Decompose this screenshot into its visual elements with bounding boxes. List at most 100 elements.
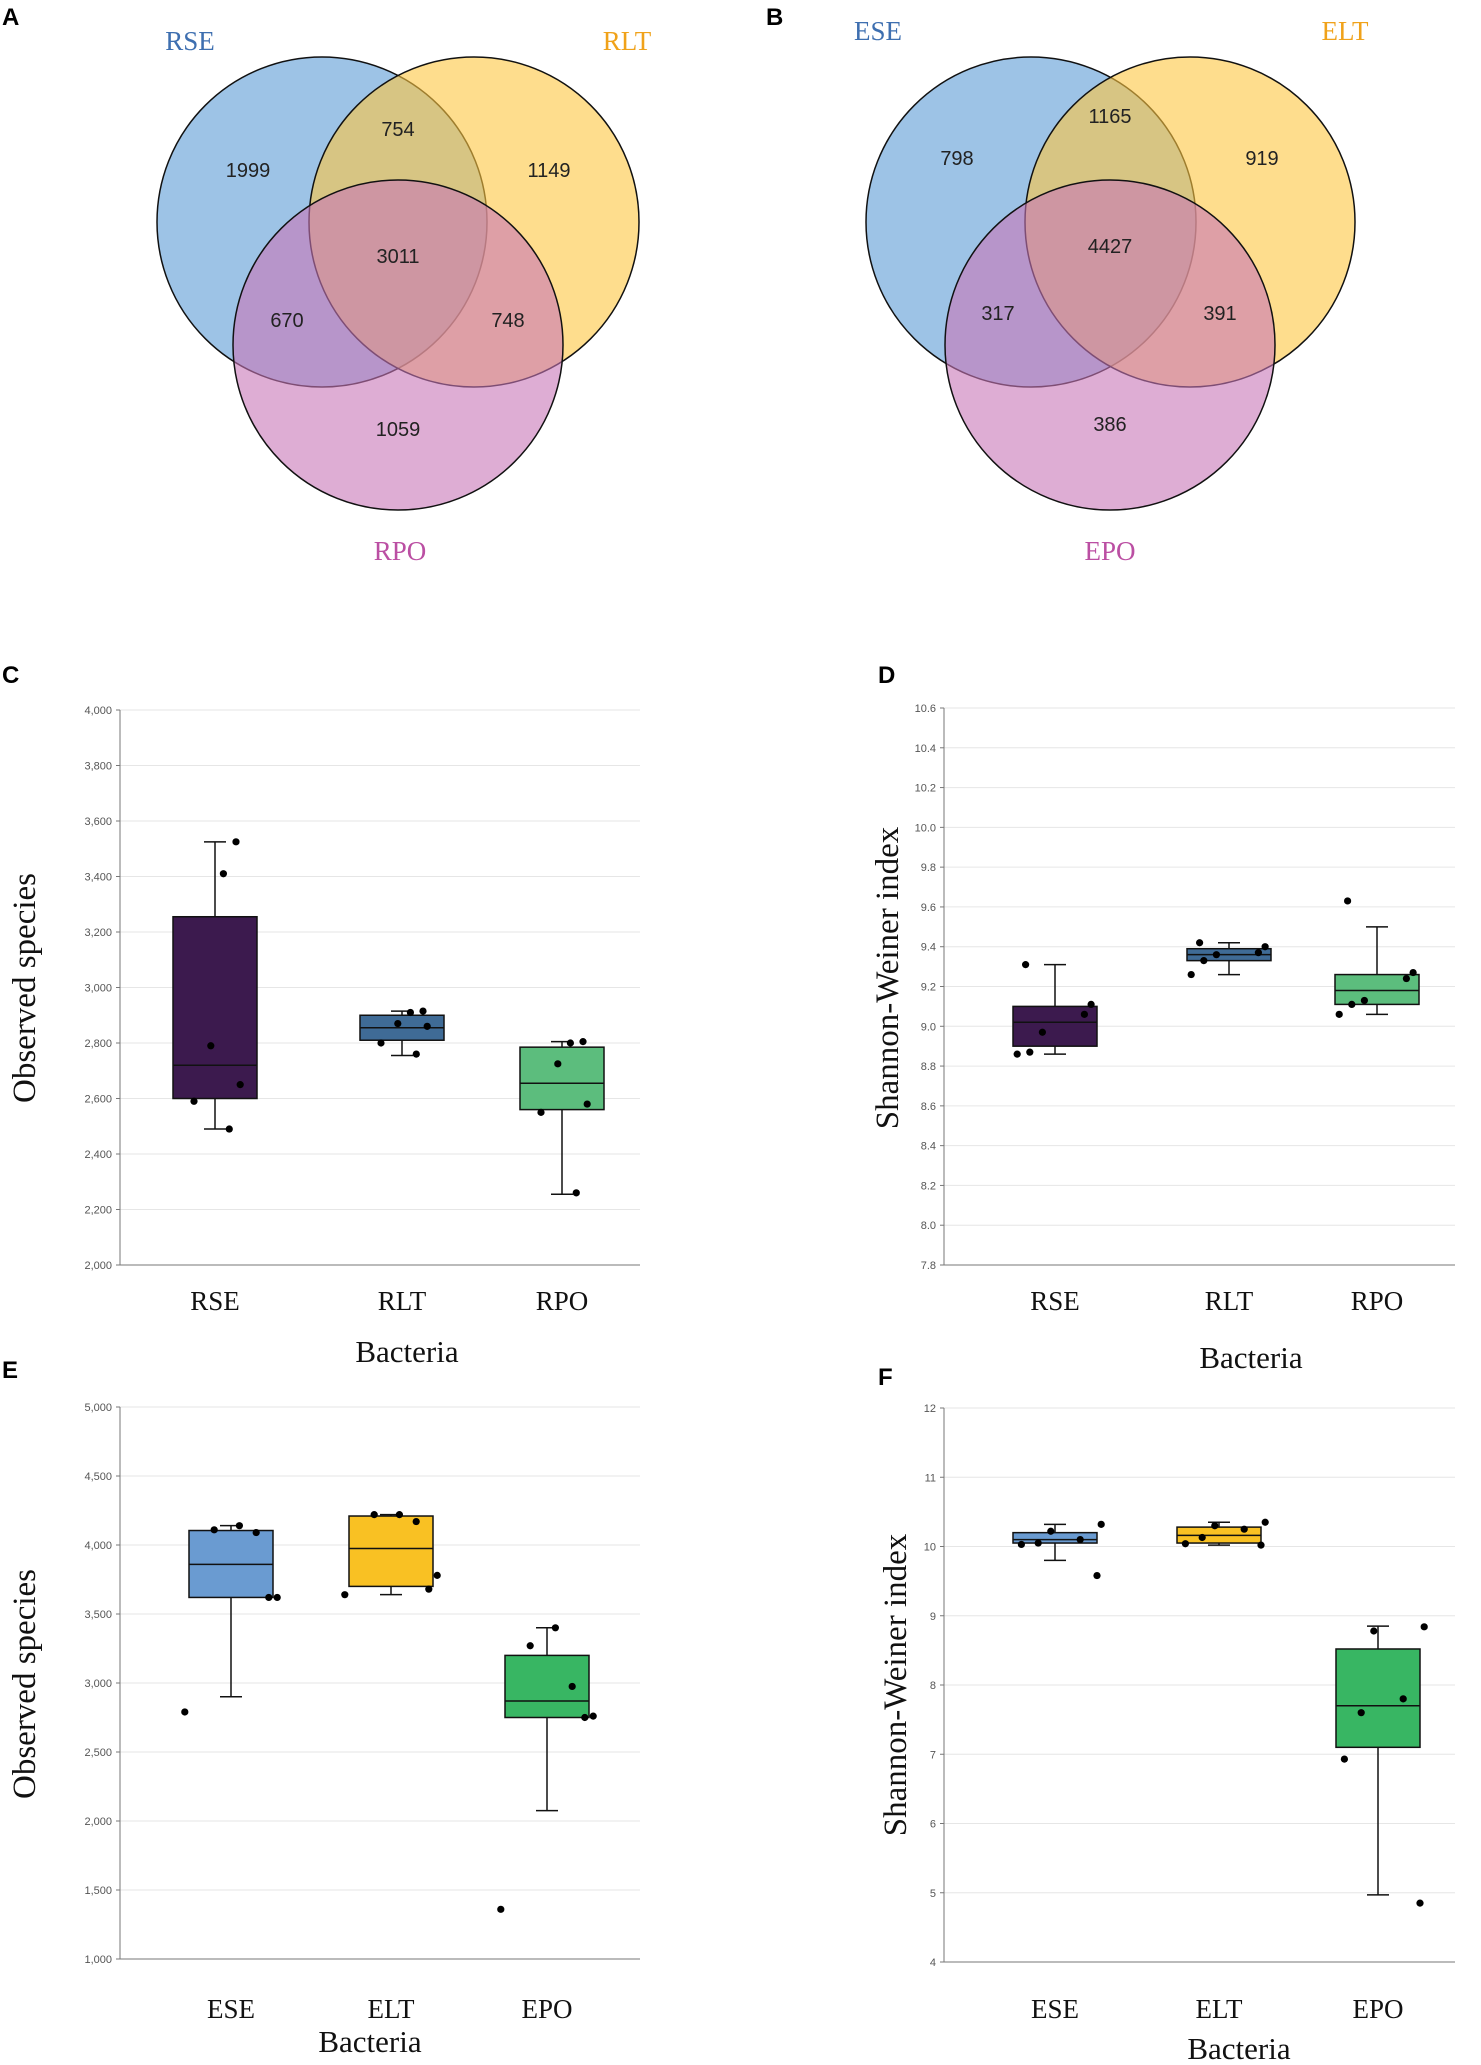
- data-point: [1198, 1533, 1206, 1542]
- data-point: [1047, 1527, 1055, 1535]
- data-point: [572, 1189, 580, 1197]
- y-tick-label: 3,200: [84, 927, 112, 939]
- x-category-label: RPO: [1351, 1286, 1404, 1316]
- data-point: [207, 1042, 215, 1050]
- data-point: [1017, 1540, 1025, 1549]
- data-point: [551, 1624, 560, 1632]
- y-tick-label: 4: [930, 1957, 936, 1969]
- y-tick-label: 6: [930, 1819, 936, 1831]
- data-point: [412, 1517, 420, 1526]
- x-category-label: EPO: [521, 1994, 572, 2024]
- data-point: [1181, 1540, 1189, 1548]
- box-rpo: [519, 1046, 605, 1111]
- panel-letter-a: A: [2, 4, 19, 31]
- y-tick-label: 2,600: [84, 1094, 112, 1106]
- data-point: [225, 1125, 233, 1133]
- y-tick-label: 9.0: [921, 1021, 936, 1033]
- venn-a-only-rse: 1999: [226, 160, 271, 182]
- venn-a-only-rpo: 1059: [376, 419, 421, 441]
- venn-a-only-rlt: 1149: [527, 160, 570, 182]
- data-point: [1416, 1899, 1424, 1907]
- data-point: [273, 1593, 281, 1602]
- data-point: [1026, 1048, 1034, 1056]
- panel-letter-e: E: [2, 1357, 18, 1384]
- box-ese: [1012, 1531, 1098, 1544]
- data-point: [1360, 996, 1368, 1005]
- data-point: [566, 1039, 575, 1047]
- y-axis-title: Shannon-Weiner index: [878, 1533, 914, 1836]
- y-tick-label: 7.8: [921, 1260, 936, 1272]
- x-axis-title: Bacteria: [355, 1334, 459, 1369]
- y-tick-label: 8.8: [921, 1061, 936, 1073]
- venn-b-circle-epo: [944, 179, 1276, 511]
- data-point: [370, 1511, 378, 1519]
- y-tick-label: 5,000: [84, 1402, 112, 1414]
- x-axis-title: Bacteria: [1187, 2031, 1291, 2065]
- box-elt: [348, 1515, 434, 1588]
- data-point: [235, 1522, 243, 1530]
- data-point: [395, 1511, 403, 1519]
- data-point: [568, 1682, 576, 1691]
- venn-b-only-ese: 798: [940, 148, 973, 170]
- y-tick-label: 3,600: [84, 816, 112, 828]
- y-tick-label: 4,000: [84, 1540, 112, 1552]
- x-axis-title: Bacteria: [1199, 1340, 1303, 1375]
- y-tick-label: 2,000: [84, 1260, 112, 1272]
- y-axis-title: Observed species: [7, 873, 43, 1103]
- data-point: [433, 1571, 441, 1579]
- y-tick-label: 3,800: [84, 761, 112, 773]
- venn-b-label-ese: ESE: [854, 16, 902, 46]
- data-point: [406, 1008, 414, 1017]
- data-point: [1093, 1571, 1101, 1580]
- x-axis-title: Bacteria: [318, 2024, 422, 2059]
- data-point: [1211, 1522, 1219, 1530]
- data-point: [232, 838, 240, 846]
- data-point: [1087, 1000, 1095, 1009]
- data-point: [1399, 1695, 1407, 1703]
- data-point: [1022, 961, 1030, 969]
- panel-letter-d: D: [878, 662, 895, 689]
- y-tick-label: 3,000: [84, 983, 112, 995]
- y-tick-label: 3,000: [84, 1678, 112, 1690]
- boxplot-f: 4 5 6 7 8 9 10 11 12 Shannon-Weiner index ESE ELT EP…: [878, 1403, 1455, 2065]
- panel-letter-b: B: [766, 4, 783, 31]
- venn-a-label-rpo: RPO: [374, 536, 427, 566]
- box-epo: [504, 1654, 590, 1719]
- data-point: [1076, 1535, 1084, 1544]
- data-point: [1080, 1010, 1088, 1018]
- data-point: [1038, 1028, 1046, 1036]
- venn-b-only-elt: 919: [1245, 148, 1278, 170]
- y-tick-label: 2,800: [84, 1038, 112, 1050]
- data-point: [1344, 897, 1352, 905]
- y-tick-label: 3,500: [84, 1609, 112, 1621]
- y-axis-title: Observed species: [7, 1569, 43, 1799]
- data-point: [1257, 1541, 1265, 1549]
- data-point: [579, 1038, 587, 1046]
- y-tick-label: 8.6: [921, 1101, 936, 1113]
- venn-b-ese-elt: 1165: [1088, 106, 1131, 128]
- data-point: [1261, 1518, 1269, 1526]
- box-epo: [1335, 1648, 1421, 1749]
- data-point: [1034, 1539, 1042, 1547]
- y-tick-label: 8.2: [921, 1180, 936, 1192]
- venn-a-rse-rlt: 754: [381, 119, 414, 141]
- data-point: [377, 1039, 385, 1047]
- boxplot-c: 2,000 2,200 2,400 2,600 2,800 3,000 3,200 3,400…: [7, 705, 640, 1369]
- y-tick-label: 9: [930, 1611, 936, 1623]
- y-axis-title: Shannon-Weiner index: [870, 826, 906, 1129]
- x-category-label: ESE: [207, 1994, 255, 2024]
- y-tick-label: 9.6: [921, 902, 936, 914]
- x-category-label: RSE: [190, 1286, 240, 1316]
- data-point: [1187, 970, 1195, 979]
- venn-a-all: 3011: [376, 246, 419, 268]
- venn-a: RSE RLT RPO 1999 754 1149 3011 670 748 1…: [156, 26, 652, 566]
- data-point: [1240, 1525, 1248, 1533]
- y-tick-label: 10: [924, 1542, 936, 1554]
- data-point: [219, 870, 227, 878]
- venn-a-rse-rpo: 670: [270, 310, 303, 332]
- y-tick-label: 4,500: [84, 1471, 112, 1483]
- data-point: [394, 1019, 402, 1028]
- box-rse: [172, 915, 258, 1100]
- data-point: [526, 1642, 534, 1650]
